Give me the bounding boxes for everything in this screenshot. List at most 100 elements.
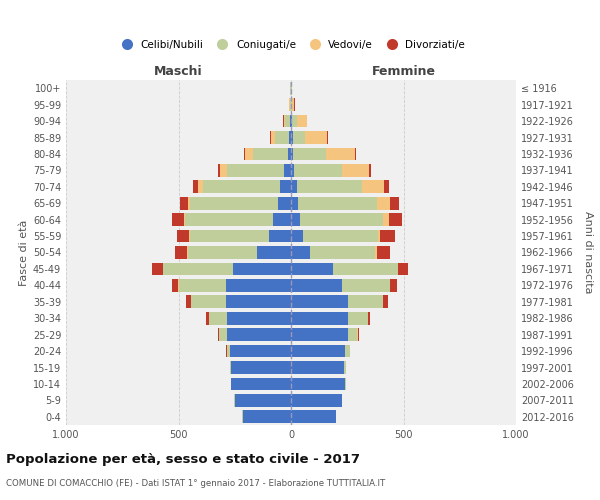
Bar bbox=[291, 262, 332, 276]
Bar bbox=[291, 164, 295, 177]
Bar bbox=[358, 328, 359, 341]
Bar bbox=[197, 180, 203, 193]
Bar bbox=[290, 114, 291, 128]
Bar bbox=[291, 197, 298, 209]
Bar bbox=[390, 197, 399, 209]
Bar bbox=[326, 148, 355, 160]
Bar bbox=[232, 361, 291, 374]
Bar bbox=[293, 131, 305, 144]
Bar bbox=[230, 361, 232, 374]
Bar bbox=[185, 213, 273, 226]
Bar bbox=[291, 296, 349, 308]
Bar bbox=[172, 279, 178, 292]
Bar bbox=[296, 114, 307, 128]
Bar bbox=[376, 246, 377, 259]
Bar bbox=[220, 164, 227, 177]
Bar bbox=[218, 328, 219, 341]
Bar bbox=[383, 296, 388, 308]
Bar bbox=[245, 148, 253, 160]
Bar bbox=[172, 213, 184, 226]
Bar bbox=[226, 279, 291, 292]
Bar bbox=[383, 213, 389, 226]
Bar bbox=[355, 148, 356, 160]
Y-axis label: Fasce di età: Fasce di età bbox=[19, 220, 29, 286]
Text: Femmine: Femmine bbox=[371, 64, 436, 78]
Bar bbox=[193, 180, 197, 193]
Bar bbox=[275, 131, 289, 144]
Bar bbox=[291, 180, 296, 193]
Bar bbox=[177, 230, 190, 242]
Bar bbox=[203, 180, 280, 193]
Text: Popolazione per età, sesso e stato civile - 2017: Popolazione per età, sesso e stato civil… bbox=[6, 452, 360, 466]
Bar bbox=[284, 164, 291, 177]
Bar bbox=[377, 230, 380, 242]
Bar bbox=[291, 344, 345, 358]
Bar bbox=[305, 131, 327, 144]
Bar bbox=[226, 296, 291, 308]
Bar bbox=[190, 230, 269, 242]
Bar bbox=[287, 148, 291, 160]
Bar bbox=[291, 246, 310, 259]
Bar bbox=[186, 296, 191, 308]
Bar bbox=[291, 279, 341, 292]
Bar bbox=[291, 148, 293, 160]
Bar bbox=[291, 378, 345, 390]
Bar bbox=[235, 394, 291, 407]
Bar bbox=[349, 296, 383, 308]
Bar bbox=[341, 164, 368, 177]
Bar bbox=[300, 213, 383, 226]
Bar bbox=[227, 344, 230, 358]
Bar bbox=[293, 148, 326, 160]
Bar bbox=[291, 410, 336, 423]
Bar bbox=[380, 230, 395, 242]
Bar bbox=[219, 328, 227, 341]
Bar bbox=[362, 180, 385, 193]
Bar bbox=[273, 213, 291, 226]
Bar bbox=[390, 279, 397, 292]
Bar bbox=[270, 131, 271, 144]
Bar bbox=[284, 114, 286, 128]
Y-axis label: Anni di nascita: Anni di nascita bbox=[583, 211, 593, 294]
Bar bbox=[389, 213, 403, 226]
Bar bbox=[292, 98, 295, 111]
Bar bbox=[227, 328, 291, 341]
Bar bbox=[291, 361, 344, 374]
Bar bbox=[242, 410, 291, 423]
Bar bbox=[304, 230, 377, 242]
Bar bbox=[368, 164, 371, 177]
Bar bbox=[349, 328, 358, 341]
Bar bbox=[341, 279, 390, 292]
Bar bbox=[298, 197, 377, 209]
Bar bbox=[187, 197, 190, 209]
Bar bbox=[377, 246, 390, 259]
Bar bbox=[327, 131, 328, 144]
Bar bbox=[227, 312, 291, 324]
Bar bbox=[286, 114, 290, 128]
Bar bbox=[398, 262, 409, 276]
Bar bbox=[277, 197, 291, 209]
Bar bbox=[218, 164, 220, 177]
Bar bbox=[291, 213, 300, 226]
Bar bbox=[291, 114, 292, 128]
Bar bbox=[230, 344, 291, 358]
Bar bbox=[385, 180, 389, 193]
Legend: Celibi/Nubili, Coniugati/e, Vedovi/e, Divorziati/e: Celibi/Nubili, Coniugati/e, Vedovi/e, Di… bbox=[114, 37, 468, 53]
Bar bbox=[377, 197, 390, 209]
Bar bbox=[227, 164, 284, 177]
Bar bbox=[179, 279, 226, 292]
Bar bbox=[233, 262, 291, 276]
Bar bbox=[244, 148, 245, 160]
Text: Maschi: Maschi bbox=[154, 64, 203, 78]
Bar bbox=[291, 394, 341, 407]
Bar bbox=[291, 230, 304, 242]
Bar bbox=[206, 312, 209, 324]
Bar bbox=[191, 296, 226, 308]
Bar bbox=[271, 131, 275, 144]
Bar bbox=[190, 197, 277, 209]
Bar bbox=[310, 246, 376, 259]
Bar bbox=[295, 164, 341, 177]
Bar bbox=[291, 131, 293, 144]
Bar bbox=[296, 180, 362, 193]
Bar bbox=[184, 213, 185, 226]
Bar bbox=[368, 312, 370, 324]
